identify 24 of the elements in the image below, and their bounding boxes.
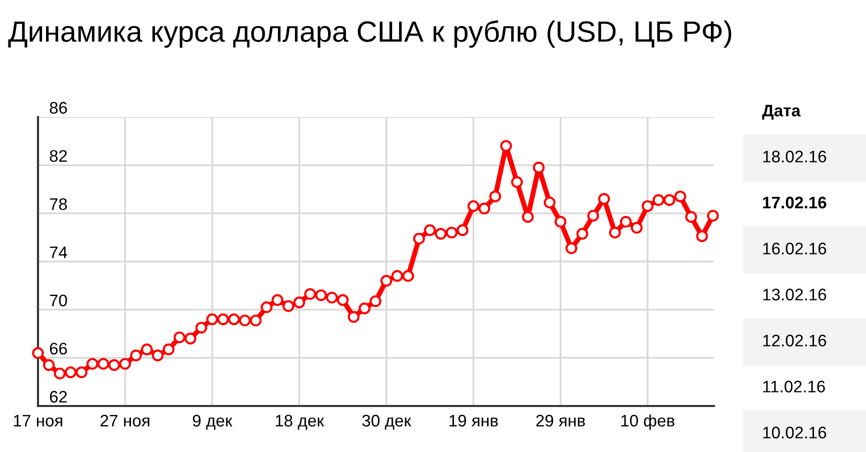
chart-title: Динамика курса доллара США к рублю (USD, ЦБ РФ) [8,20,732,48]
y-tick-label: 78 [50,198,67,210]
text: 16.02.16 [763,242,826,254]
y-tick-label: 86 [50,102,67,114]
text: 13.02.16 [763,288,826,300]
y-tick-label: 70 [50,294,67,306]
text: Дата [762,104,801,120]
y-tick-label: 74 [50,246,68,258]
text: 12.02.16 [763,334,826,346]
y-tick-label: 82 [50,150,67,162]
x-tick-label: 19 янв [450,414,498,427]
x-tick-label: 17 ноя [14,414,62,427]
x-tick-label: 10 фев [621,414,674,430]
text: 17.02.16 [763,196,826,208]
text: 18.02.16 [763,150,826,162]
x-tick-label: 30 дек [362,414,412,430]
x-tick-label: 9 дек [192,414,232,430]
x-tick-label: 29 янв [536,414,585,427]
text: 10.02.16 [763,426,826,438]
x-tick-label: 18 дек [276,414,324,430]
text: 11.02.16 [763,380,825,392]
y-tick-label: 62 [50,390,67,403]
x-tick-label: 27 ноя [100,414,150,427]
y-tick-label: 66 [50,342,67,355]
